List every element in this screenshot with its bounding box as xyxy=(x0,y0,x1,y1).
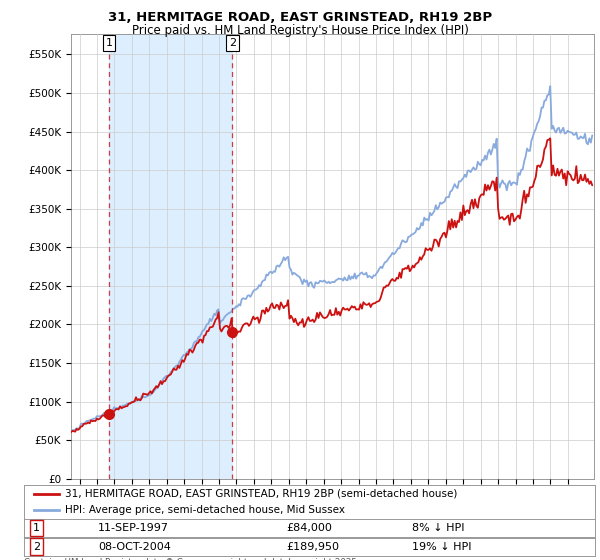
Text: 1: 1 xyxy=(33,523,40,533)
Text: 19% ↓ HPI: 19% ↓ HPI xyxy=(412,542,472,552)
Text: Contains HM Land Registry data © Crown copyright and database right 2025.
This d: Contains HM Land Registry data © Crown c… xyxy=(24,558,359,560)
Text: 31, HERMITAGE ROAD, EAST GRINSTEAD, RH19 2BP (semi-detached house): 31, HERMITAGE ROAD, EAST GRINSTEAD, RH19… xyxy=(65,489,458,499)
Bar xyxy=(109,34,232,479)
Text: HPI: Average price, semi-detached house, Mid Sussex: HPI: Average price, semi-detached house,… xyxy=(65,506,345,516)
Text: £84,000: £84,000 xyxy=(287,523,332,533)
Text: 2: 2 xyxy=(33,542,40,552)
Text: 1: 1 xyxy=(106,38,113,48)
Text: £189,950: £189,950 xyxy=(287,542,340,552)
Text: Price paid vs. HM Land Registry's House Price Index (HPI): Price paid vs. HM Land Registry's House … xyxy=(131,24,469,36)
Text: 8% ↓ HPI: 8% ↓ HPI xyxy=(412,523,465,533)
Text: 31, HERMITAGE ROAD, EAST GRINSTEAD, RH19 2BP: 31, HERMITAGE ROAD, EAST GRINSTEAD, RH19… xyxy=(108,11,492,24)
Text: 08-OCT-2004: 08-OCT-2004 xyxy=(98,542,171,552)
Text: 2: 2 xyxy=(229,38,236,48)
Text: 11-SEP-1997: 11-SEP-1997 xyxy=(98,523,169,533)
